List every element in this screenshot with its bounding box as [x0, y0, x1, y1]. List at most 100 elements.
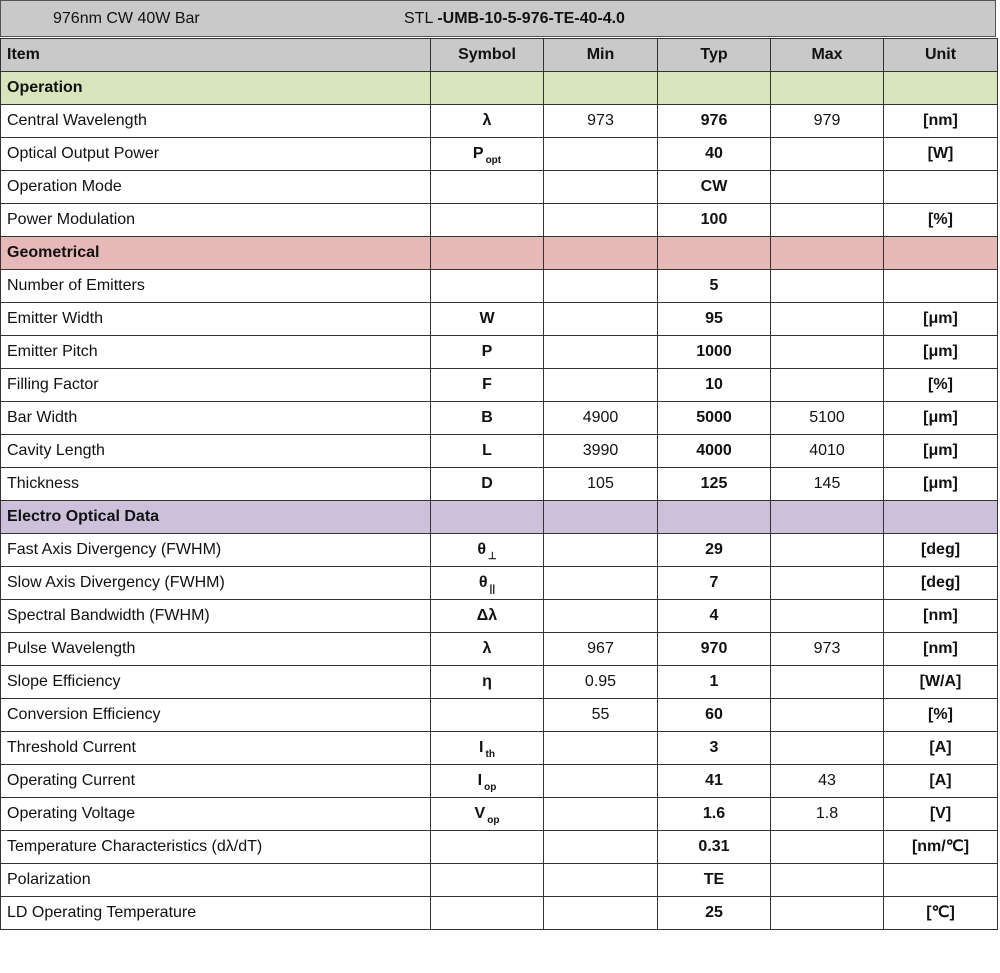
column-header-symbol: Symbol — [430, 38, 544, 72]
symbol-cell — [430, 863, 544, 897]
section-cell — [543, 500, 658, 534]
min-cell — [543, 764, 658, 798]
section-title: Geometrical — [0, 236, 431, 270]
table-row: Emitter Width W 95 [μm] — [0, 302, 998, 336]
typ-cell: 5 — [657, 269, 771, 303]
typ-cell: 970 — [657, 632, 771, 666]
min-cell — [543, 269, 658, 303]
section-row: Electro Optical Data — [0, 500, 998, 534]
section-cell — [770, 236, 884, 270]
symbol: I — [479, 738, 484, 756]
item-cell: Power Modulation — [0, 203, 431, 237]
typ-cell: 1 — [657, 665, 771, 699]
unit-cell: [W] — [883, 137, 998, 171]
table-row: Emitter Pitch P 1000 [μm] — [0, 335, 998, 369]
section-cell — [430, 71, 544, 105]
symbol-group: W — [479, 310, 494, 328]
item-cell: Optical Output Power — [0, 137, 431, 171]
item-cell: Temperature Characteristics (dλ/dT) — [0, 830, 431, 864]
max-cell: 979 — [770, 104, 884, 138]
item-cell: Slow Axis Divergency (FWHM) — [0, 566, 431, 600]
item-cell: Operating Voltage — [0, 797, 431, 831]
unit-cell: [deg] — [883, 533, 998, 567]
item-cell: Operating Current — [0, 764, 431, 798]
table-row: Central Wavelength λ 973 976 979 [nm] — [0, 104, 998, 138]
symbol-group: θ ⊥ — [477, 541, 497, 562]
symbol-cell: W — [430, 302, 544, 336]
symbol-group: F — [482, 376, 492, 394]
section-cell — [883, 71, 998, 105]
item-cell: Number of Emitters — [0, 269, 431, 303]
symbol: Δλ — [476, 606, 498, 624]
section-cell — [543, 71, 658, 105]
symbol: F — [482, 375, 492, 393]
max-cell — [770, 137, 884, 171]
min-cell — [543, 533, 658, 567]
section-cell — [770, 71, 884, 105]
section-cell — [883, 500, 998, 534]
product-title: 976nm CW 40W Bar — [53, 10, 200, 27]
max-cell — [770, 896, 884, 930]
typ-cell: 95 — [657, 302, 771, 336]
column-header-typ: Typ — [657, 38, 771, 72]
typ-cell: 29 — [657, 533, 771, 567]
section-cell — [657, 236, 771, 270]
symbol-cell: λ — [430, 632, 544, 666]
typ-cell: 0.31 — [657, 830, 771, 864]
symbol-cell — [430, 269, 544, 303]
table-row: Temperature Characteristics (dλ/dT) 0.31… — [0, 830, 998, 864]
model-number: STL -UMB-10-5-976-TE-40-4.0 — [404, 10, 625, 28]
section-row: Geometrical — [0, 236, 998, 270]
item-cell: Pulse Wavelength — [0, 632, 431, 666]
section-cell — [883, 236, 998, 270]
unit-cell: [μm] — [883, 467, 998, 501]
table-row: Fast Axis Divergency (FWHM) θ ⊥ 29 [deg] — [0, 533, 998, 567]
min-cell — [543, 830, 658, 864]
section-title: Electro Optical Data — [0, 500, 431, 534]
symbol-cell: P — [430, 335, 544, 369]
symbol-cell: θ || — [430, 566, 544, 600]
max-cell — [770, 863, 884, 897]
unit-cell: [%] — [883, 698, 998, 732]
item-cell: Bar Width — [0, 401, 431, 435]
item-cell: Thickness — [0, 467, 431, 501]
typ-cell: 976 — [657, 104, 771, 138]
symbol-subscript: ⊥ — [487, 550, 497, 562]
section-title: Operation — [0, 71, 431, 105]
typ-cell: 5000 — [657, 401, 771, 435]
symbol: θ — [478, 573, 488, 591]
symbol-cell — [430, 896, 544, 930]
unit-cell: [deg] — [883, 566, 998, 600]
typ-cell: CW — [657, 170, 771, 204]
typ-cell: 4 — [657, 599, 771, 633]
max-cell — [770, 368, 884, 402]
item-cell: Fast Axis Divergency (FWHM) — [0, 533, 431, 567]
symbol-group: η — [482, 673, 492, 691]
symbol-cell: λ — [430, 104, 544, 138]
typ-cell: 1.6 — [657, 797, 771, 831]
max-cell — [770, 665, 884, 699]
column-header-item: Item — [0, 38, 431, 72]
item-cell: Polarization — [0, 863, 431, 897]
symbol: λ — [482, 639, 492, 657]
symbol: η — [482, 672, 492, 690]
typ-cell: 60 — [657, 698, 771, 732]
symbol-group: λ — [483, 112, 492, 130]
symbol-cell: Δλ — [430, 599, 544, 633]
table-row: Conversion Efficiency 55 60 [%] — [0, 698, 998, 732]
symbol: W — [479, 309, 495, 327]
max-cell: 43 — [770, 764, 884, 798]
typ-cell: 1000 — [657, 335, 771, 369]
document-title-bar: 976nm CW 40W Bar STL -UMB-10-5-976-TE-40… — [0, 0, 996, 37]
symbol-cell: η — [430, 665, 544, 699]
unit-cell: [%] — [883, 203, 998, 237]
symbol-subscript: th — [485, 748, 495, 760]
section-cell — [657, 71, 771, 105]
table-row: Number of Emitters 5 — [0, 269, 998, 303]
min-cell: 55 — [543, 698, 658, 732]
item-cell: Threshold Current — [0, 731, 431, 765]
